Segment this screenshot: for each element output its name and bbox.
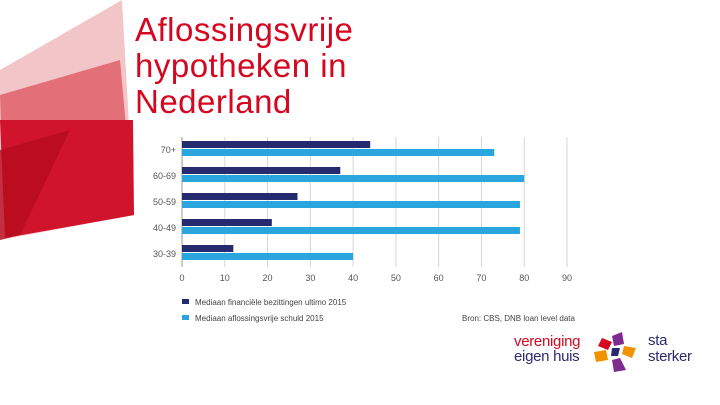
bar-series-1-30-39 <box>182 245 234 252</box>
category-label: 60-69 <box>153 171 176 181</box>
category-labels: 70+ 60-69 50-59 40-49 30-39 <box>153 145 176 259</box>
legend-swatch-series-1 <box>182 299 189 304</box>
x-tick-label: 60 <box>434 273 444 283</box>
category-label: 40-49 <box>153 223 176 233</box>
bar-chart: 70+ 60-69 50-59 40-49 30-39 0 10 20 30 40 50 60 70 8… <box>153 137 575 323</box>
legend-label-series-1: Mediaan financiële bezittingen ultimo 20… <box>195 298 347 307</box>
x-tick-label: 30 <box>305 273 315 283</box>
category-label: 30-39 <box>153 249 176 259</box>
x-tick-label: 70 <box>476 273 486 283</box>
x-tick-label: 0 <box>179 273 184 283</box>
bar-series-2-70+ <box>182 149 495 156</box>
x-tick-label: 80 <box>519 273 529 283</box>
x-tick-label: 10 <box>220 273 230 283</box>
logo-text-line-2: eigen huis <box>514 348 580 365</box>
x-tick-label: 50 <box>391 273 401 283</box>
logo-pinwheel-icon <box>594 332 636 372</box>
legend: Mediaan financiële bezittingen ultimo 20… <box>182 298 575 323</box>
x-tick-labels: 0 10 20 30 40 50 60 70 80 90 <box>179 273 572 283</box>
x-tick-label: 40 <box>348 273 358 283</box>
x-tick-label: 90 <box>562 273 572 283</box>
page-title: Aflossingsvrije hypotheken in Nederland <box>135 12 353 120</box>
red-polygon-decoration <box>0 0 134 240</box>
title-line-2: hypotheken in <box>135 47 347 84</box>
logo-text-line-1: vereniging <box>514 333 581 350</box>
bar-series-2-60-69 <box>182 175 525 182</box>
vereniging-eigen-huis-logo: vereniging eigen huis sta sterker <box>510 328 720 378</box>
bars <box>182 141 525 260</box>
logo-text-line-3: sta <box>648 332 668 349</box>
title-line-3: Nederland <box>135 83 292 120</box>
bar-series-2-30-39 <box>182 253 354 260</box>
bar-series-1-50-59 <box>182 193 298 200</box>
bar-series-1-60-69 <box>182 167 341 174</box>
source-note: Bron: CBS, DNB loan level data <box>462 314 575 323</box>
x-tick-label: 20 <box>263 273 273 283</box>
bar-series-1-70+ <box>182 141 371 148</box>
legend-label-series-2: Mediaan aflossingsvrije schuld 2015 <box>195 314 324 323</box>
bar-series-2-40-49 <box>182 227 520 234</box>
legend-swatch-series-2 <box>182 315 189 320</box>
bar-series-2-50-59 <box>182 201 520 208</box>
bar-series-1-40-49 <box>182 219 272 226</box>
title-line-1: Aflossingsvrije <box>135 11 354 48</box>
logo-text-line-4: sterker <box>648 348 692 365</box>
category-label: 50-59 <box>153 197 176 207</box>
category-label: 70+ <box>161 145 176 155</box>
